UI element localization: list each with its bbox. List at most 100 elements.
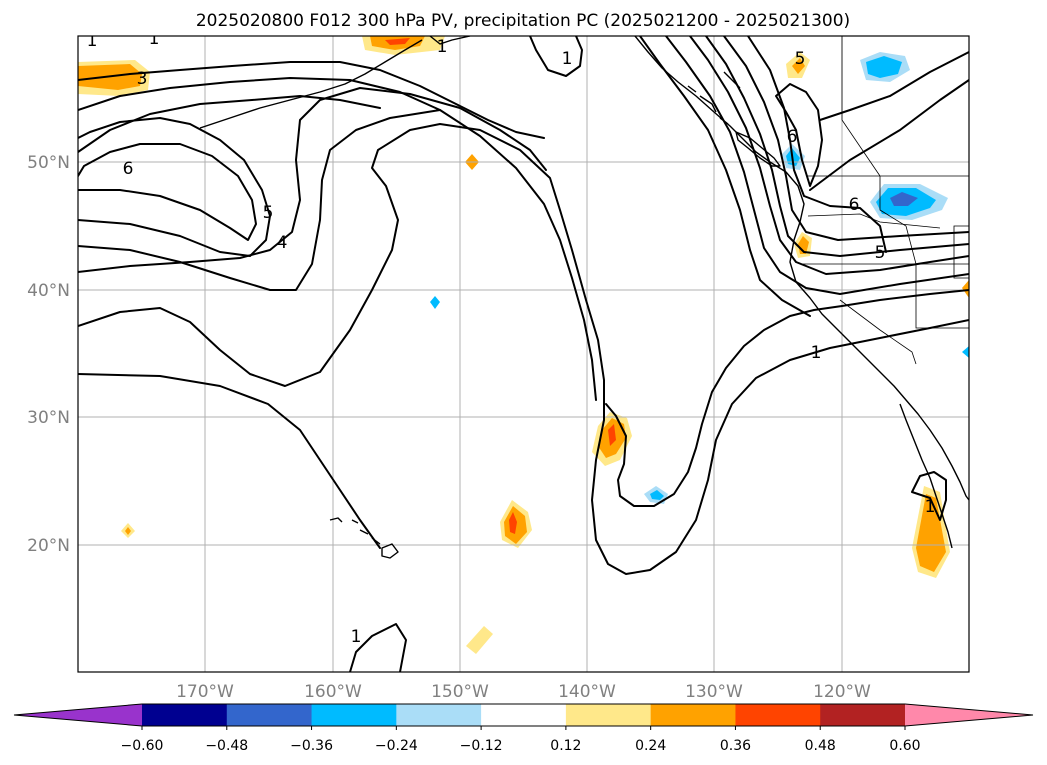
lon-label: 150°W	[431, 682, 489, 702]
coastlines	[199, 36, 969, 559]
pv-label: 6	[123, 159, 134, 179]
pv-label: 6	[849, 195, 860, 215]
colorbar-segments	[14, 704, 1033, 726]
pv-label: 5	[875, 243, 886, 263]
precip-negative-small-40n	[430, 296, 440, 309]
pv-contour-labels: 1 1 3 6 5 4 1 1 5 6 6 5 1 1 1	[87, 29, 936, 647]
pv-contour-c4	[78, 109, 441, 291]
colorbar-tick-label: −0.12	[460, 738, 503, 754]
precip-positive-subtropical-b	[500, 500, 532, 548]
precip-positive-small-20n-core	[125, 527, 131, 535]
north-america-coast	[634, 36, 969, 501]
pv-label: 1	[925, 497, 936, 517]
colorbar-segment	[565, 704, 652, 726]
aleutian-chain	[199, 39, 423, 129]
alaska-coast	[429, 36, 471, 45]
colorbar-tick-label: −0.24	[375, 738, 418, 754]
lat-label: 40°N	[27, 281, 70, 301]
lon-label: 140°W	[558, 682, 616, 702]
lat-label: 30°N	[27, 408, 70, 428]
colorbar-segment	[820, 704, 906, 726]
lon-label: 130°W	[685, 682, 743, 702]
gridlines	[78, 36, 969, 672]
pv-label: 1	[149, 29, 160, 49]
colorbar-tick-label: 0.60	[889, 738, 920, 754]
hawaii-islands	[329, 517, 399, 559]
pv-label: 3	[137, 69, 148, 89]
colorbar-segment	[481, 704, 567, 726]
colorbar-segment	[735, 704, 821, 726]
map-background	[78, 36, 969, 672]
colorbar-segment	[226, 704, 313, 726]
precip-positive-nw-coast	[786, 52, 810, 78]
lat-label: 20°N	[27, 536, 70, 556]
pv-contour-north-c	[78, 61, 545, 139]
pv-contour-main-1	[78, 123, 969, 575]
colorbar-tick-label: 0.48	[805, 738, 836, 754]
colorbar-tick-label: 0.12	[550, 738, 581, 754]
colorbar-segment	[142, 704, 228, 726]
pv-contour-south-1	[78, 373, 381, 549]
pv-label: 6	[787, 127, 798, 147]
colorbar-tick-label: 0.24	[635, 738, 666, 754]
lon-label: 160°W	[304, 682, 362, 702]
colorbar: −0.60 −0.48 −0.36 −0.24 −0.12 0.12 0.24 0.36 0.4…	[13, 703, 1034, 754]
pv-contour-south-loop	[349, 623, 407, 672]
pv-contour-c3	[78, 87, 547, 273]
vancouver-island	[735, 131, 781, 167]
precip-negative-bc	[860, 52, 910, 82]
colorbar-extend-high	[905, 704, 1033, 726]
colorbar-extend-low	[14, 704, 142, 726]
lat-label: 50°N	[27, 153, 70, 173]
pv-contour-ridge-4	[705, 36, 969, 257]
pv-label: 4	[277, 233, 288, 253]
colorbar-segment	[396, 704, 482, 726]
longitude-labels: 170°W 160°W 150°W 140°W 130°W 120°W	[176, 682, 871, 702]
pv-contour-ridge-2	[665, 36, 969, 295]
pv-contour-baja-loop	[911, 471, 947, 521]
colorbar-segment	[311, 704, 397, 726]
colorbar-segment	[650, 704, 736, 726]
pv-label: 1	[87, 31, 98, 51]
colorbar-tick-label: 0.36	[720, 738, 751, 754]
pv-label: 1	[437, 37, 448, 57]
precip-negative-edge	[962, 346, 969, 358]
precip-negative-idaho	[870, 184, 948, 220]
pv-contour-ridge-6	[747, 36, 887, 253]
pv-contour-north-a	[78, 77, 597, 401]
pv-contour-ridge-3	[689, 36, 969, 275]
pv-contour-bc-loop	[775, 83, 823, 187]
bc-islands	[687, 71, 741, 125]
pv-contour-ne-1	[819, 51, 969, 121]
pv-label: 5	[795, 49, 806, 69]
pv-label: 1	[562, 49, 573, 69]
colorbar-tick-label: −0.48	[205, 738, 248, 754]
pv-contour-nw-loop	[529, 36, 583, 77]
precip-positive-edge	[962, 280, 969, 298]
map-area: 1 1 3 6 5 4 1 1 5 6 6 5 1 1 1	[78, 29, 969, 672]
latitude-labels: 50°N 40°N 30°N 20°N	[27, 153, 70, 556]
lon-label: 170°W	[176, 682, 234, 702]
colorbar-ticks: −0.60 −0.48 −0.36 −0.24 −0.12 0.12 0.24 0.36 0.4…	[121, 726, 921, 754]
map-frame	[77, 35, 970, 673]
colorbar-tick-label: −0.36	[290, 738, 333, 754]
baja-coast	[899, 403, 953, 549]
precip-negative-subtropical	[644, 486, 668, 504]
precip-positive-subtropical-a	[592, 412, 632, 466]
pv-contour-inner-loop	[605, 289, 969, 507]
pv-contours	[78, 36, 969, 672]
colorbar-tick-label: −0.60	[121, 738, 164, 754]
pv-label: 5	[263, 203, 274, 223]
map-title: 2025020800 F012 300 hPa PV, precipitatio…	[196, 11, 850, 31]
precip-positive-south	[466, 626, 493, 654]
pv-label: 1	[351, 627, 362, 647]
pv-contour-c6	[78, 143, 257, 241]
pv-contour-north-b	[78, 95, 381, 153]
state-borders	[800, 36, 969, 365]
pv-contour-ridge-5	[723, 36, 969, 241]
pv-contour-ne-2	[809, 79, 969, 191]
lon-label: 120°W	[813, 682, 871, 702]
pv-label: 1	[811, 343, 822, 363]
pv-contour-ridge-1	[639, 36, 811, 317]
